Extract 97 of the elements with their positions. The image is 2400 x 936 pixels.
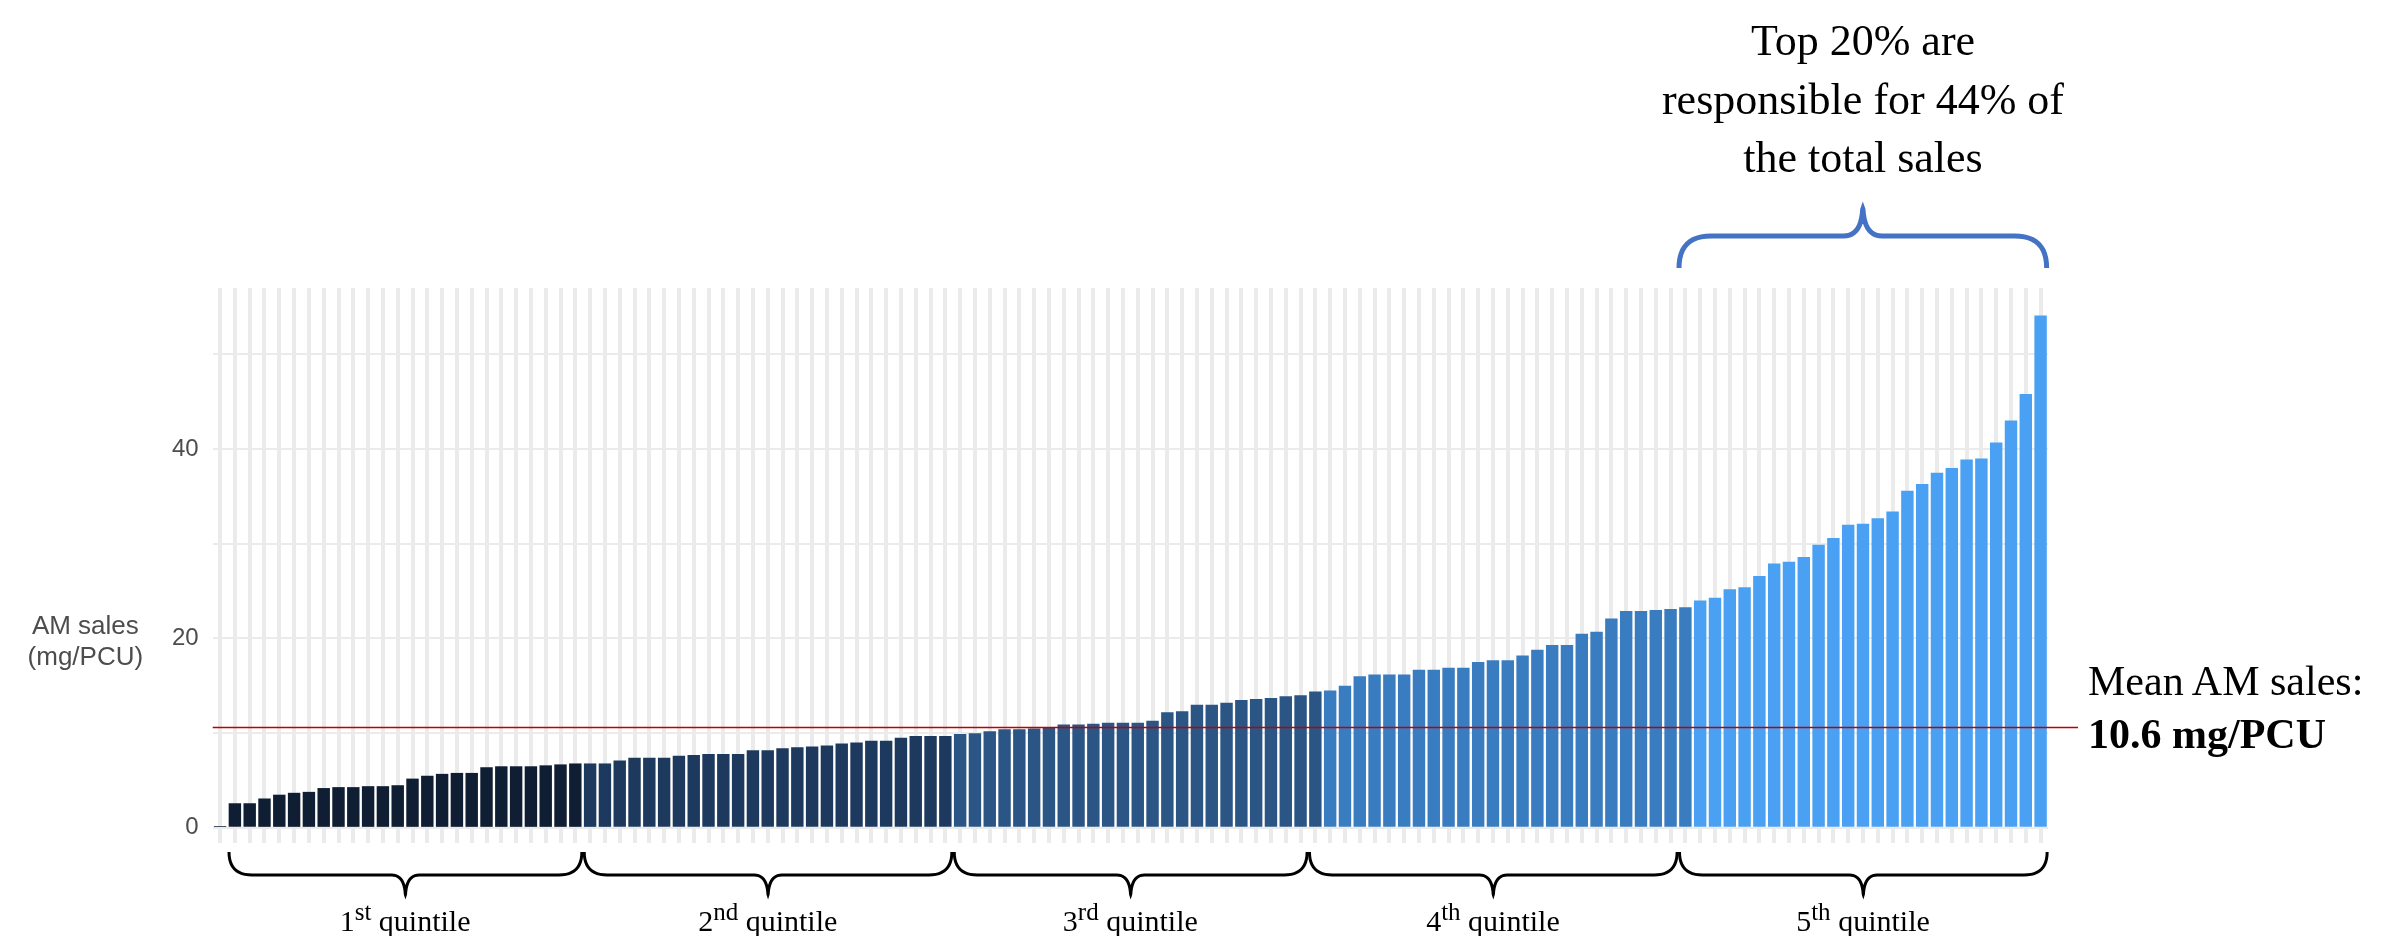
text: Top 20% are responsible for 44% of the total sales	[1660, 15, 2065, 185]
bar	[791, 747, 804, 827]
bar	[302, 791, 316, 827]
bar	[539, 765, 552, 827]
bar	[1161, 712, 1174, 827]
bar	[1175, 711, 1189, 827]
bar	[1323, 690, 1337, 827]
bar	[953, 734, 967, 827]
bar	[273, 794, 286, 827]
bar	[1516, 655, 1529, 827]
bar	[258, 798, 271, 827]
bar	[1560, 645, 1574, 827]
bar	[1101, 722, 1115, 827]
bar	[657, 757, 671, 827]
bar	[332, 787, 345, 827]
bar	[583, 763, 597, 827]
bar	[820, 745, 834, 827]
bar	[1368, 674, 1381, 827]
bar	[1220, 702, 1233, 827]
bar	[879, 740, 893, 827]
bar	[598, 763, 612, 827]
bar	[924, 735, 937, 827]
bar	[1279, 696, 1292, 827]
bar	[524, 766, 538, 827]
bar	[865, 740, 878, 827]
bar	[805, 746, 819, 827]
bar	[1353, 676, 1366, 827]
bar	[1057, 724, 1070, 827]
bar	[717, 753, 730, 827]
bar	[228, 803, 242, 827]
bar	[569, 763, 582, 827]
bar	[672, 755, 686, 827]
bar	[939, 735, 952, 827]
bar	[1383, 674, 1396, 827]
bar	[1249, 699, 1263, 827]
bar	[1013, 729, 1026, 827]
bar	[1486, 660, 1500, 827]
bar	[287, 792, 301, 827]
bar	[1087, 723, 1100, 827]
bar	[1042, 727, 1056, 827]
bar	[243, 803, 256, 827]
y-tick-label: 40	[171, 433, 199, 461]
bar	[465, 772, 478, 827]
bar	[391, 785, 404, 827]
bar	[406, 778, 419, 827]
bar	[495, 766, 508, 827]
bar	[761, 750, 774, 827]
bar	[1309, 691, 1322, 827]
bar	[643, 757, 656, 827]
bar	[1442, 667, 1455, 827]
bar	[554, 764, 567, 827]
bar	[731, 753, 745, 827]
bar	[509, 766, 523, 827]
bar	[1471, 662, 1485, 827]
ref-line-label: Mean AM sales: 10.6 mg/PCU	[2088, 657, 2364, 759]
bar	[968, 733, 982, 827]
bar	[1146, 720, 1159, 827]
bar	[317, 788, 330, 827]
bar	[909, 735, 922, 827]
bar	[835, 743, 848, 827]
bar	[894, 737, 908, 827]
bar	[421, 775, 434, 827]
bar	[983, 731, 996, 827]
bar	[850, 742, 863, 827]
bar	[1190, 704, 1204, 827]
bar	[1264, 698, 1278, 827]
bar	[1294, 695, 1307, 827]
bar	[702, 753, 715, 827]
bar	[1338, 685, 1352, 827]
y-tick-label: 20	[171, 623, 199, 651]
bar	[1397, 674, 1411, 827]
bar	[1427, 669, 1440, 827]
bar	[1412, 669, 1426, 827]
y-tick-label: 0	[185, 812, 199, 840]
bar	[776, 748, 789, 827]
bar	[1205, 704, 1218, 827]
bar	[376, 786, 390, 827]
bar	[1131, 722, 1144, 827]
bar	[1531, 649, 1544, 827]
bar	[1072, 724, 1085, 827]
bar	[480, 767, 493, 827]
bar	[613, 760, 626, 827]
y-axis-title: AM sales (mg/PCU)	[26, 609, 145, 673]
bar	[1027, 728, 1041, 827]
bar	[450, 772, 464, 827]
bar	[1545, 645, 1559, 827]
bar	[687, 754, 700, 827]
bar	[361, 786, 375, 827]
bar	[998, 729, 1011, 827]
bar	[746, 750, 760, 827]
bar	[1235, 699, 1248, 827]
bar	[628, 757, 641, 827]
bar	[1116, 722, 1130, 827]
bar	[1457, 667, 1470, 827]
bar	[435, 773, 449, 827]
bar	[347, 787, 360, 827]
bar	[1501, 660, 1514, 827]
